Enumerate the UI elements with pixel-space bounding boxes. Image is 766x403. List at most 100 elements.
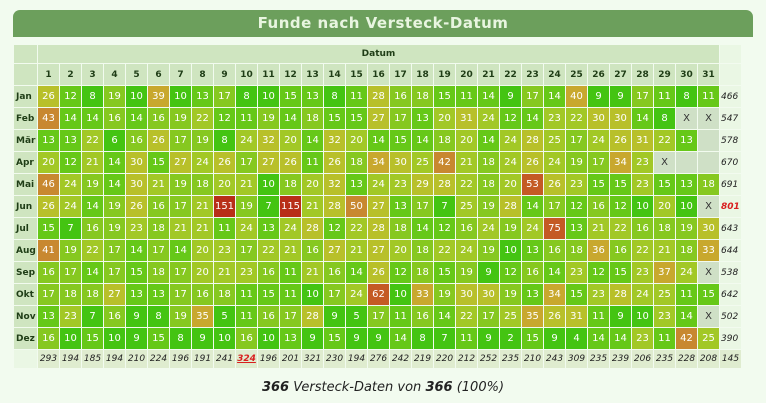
heatmap-cell[interactable]: 19 <box>455 261 478 284</box>
heatmap-cell[interactable]: 9 <box>477 327 500 350</box>
heatmap-cell[interactable]: 8 <box>81 85 104 108</box>
heatmap-cell[interactable]: 11 <box>279 261 302 284</box>
heatmap-cell[interactable]: 24 <box>59 195 82 218</box>
heatmap-cell[interactable]: 27 <box>169 151 192 174</box>
heatmap-cell[interactable]: 9 <box>587 85 610 108</box>
heatmap-cell[interactable]: 15 <box>609 173 632 196</box>
heatmap-cell[interactable]: 17 <box>411 195 434 218</box>
heatmap-cell[interactable]: 18 <box>675 239 698 262</box>
heatmap-cell[interactable]: 18 <box>433 129 456 152</box>
heatmap-cell[interactable]: 21 <box>191 195 214 218</box>
heatmap-cell[interactable]: 28 <box>609 283 632 306</box>
heatmap-cell[interactable]: 27 <box>103 283 126 306</box>
heatmap-cell[interactable]: 15 <box>125 261 148 284</box>
heatmap-cell[interactable]: 16 <box>521 261 544 284</box>
heatmap-cell[interactable]: 22 <box>609 217 632 240</box>
heatmap-cell[interactable]: 16 <box>235 327 258 350</box>
heatmap-cell[interactable]: 10 <box>301 283 324 306</box>
heatmap-cell[interactable]: 9 <box>499 85 522 108</box>
heatmap-cell[interactable]: 24 <box>59 173 82 196</box>
heatmap-cell[interactable]: 42 <box>675 327 698 350</box>
heatmap-cell[interactable]: 16 <box>37 261 60 284</box>
heatmap-cell[interactable]: 22 <box>433 239 456 262</box>
heatmap-cell[interactable]: 17 <box>169 195 192 218</box>
heatmap-cell[interactable]: 13 <box>301 85 324 108</box>
heatmap-cell[interactable]: 37 <box>653 261 676 284</box>
heatmap-cell[interactable]: 22 <box>81 239 104 262</box>
heatmap-cell[interactable]: 27 <box>323 239 346 262</box>
heatmap-cell[interactable]: 25 <box>543 129 566 152</box>
heatmap-cell[interactable]: 46 <box>37 173 60 196</box>
heatmap-cell[interactable]: 14 <box>103 173 126 196</box>
heatmap-cell[interactable]: 21 <box>81 151 104 174</box>
heatmap-cell[interactable]: 24 <box>675 261 698 284</box>
heatmap-cell[interactable]: 20 <box>455 129 478 152</box>
heatmap-cell[interactable]: 8 <box>169 327 192 350</box>
heatmap-cell[interactable]: 9 <box>543 327 566 350</box>
heatmap-cell[interactable]: 27 <box>367 195 390 218</box>
heatmap-cell[interactable]: 25 <box>411 151 434 174</box>
heatmap-cell[interactable]: 10 <box>257 173 280 196</box>
heatmap-cell[interactable]: 5 <box>345 305 368 328</box>
heatmap-cell[interactable]: 17 <box>235 239 258 262</box>
heatmap-cell[interactable]: 9 <box>345 327 368 350</box>
heatmap-cell[interactable]: 115 <box>279 195 302 218</box>
heatmap-cell[interactable]: 17 <box>103 261 126 284</box>
heatmap-cell[interactable]: 16 <box>587 195 610 218</box>
heatmap-cell[interactable]: 18 <box>411 239 434 262</box>
heatmap-cell[interactable]: 11 <box>587 305 610 328</box>
heatmap-cell[interactable]: 11 <box>653 327 676 350</box>
heatmap-cell[interactable]: 16 <box>301 239 324 262</box>
heatmap-cell[interactable]: 23 <box>631 151 654 174</box>
heatmap-cell[interactable]: 19 <box>257 107 280 130</box>
heatmap-cell[interactable]: 13 <box>257 217 280 240</box>
heatmap-cell[interactable]: 9 <box>323 305 346 328</box>
heatmap-cell[interactable]: 18 <box>345 151 368 174</box>
heatmap-cell[interactable]: 21 <box>191 217 214 240</box>
heatmap-cell[interactable]: 24 <box>521 217 544 240</box>
heatmap-cell[interactable]: 21 <box>169 217 192 240</box>
heatmap-cell[interactable]: 19 <box>169 305 192 328</box>
heatmap-cell[interactable]: 18 <box>411 85 434 108</box>
heatmap-cell[interactable]: 18 <box>477 151 500 174</box>
heatmap-cell[interactable]: 14 <box>81 261 104 284</box>
heatmap-cell[interactable]: 16 <box>257 261 280 284</box>
heatmap-cell[interactable]: 14 <box>631 107 654 130</box>
heatmap-cell[interactable]: 25 <box>653 283 676 306</box>
heatmap-cell[interactable]: 17 <box>147 239 170 262</box>
heatmap-cell[interactable]: 35 <box>521 305 544 328</box>
heatmap-cell[interactable]: 35 <box>191 305 214 328</box>
heatmap-cell[interactable]: 13 <box>37 129 60 152</box>
heatmap-cell[interactable]: 25 <box>499 305 522 328</box>
heatmap-cell[interactable]: 10 <box>169 85 192 108</box>
heatmap-cell[interactable]: 23 <box>565 173 588 196</box>
heatmap-cell[interactable]: 13 <box>521 239 544 262</box>
heatmap-cell[interactable]: 14 <box>103 151 126 174</box>
heatmap-cell[interactable]: 14 <box>675 305 698 328</box>
heatmap-cell[interactable]: 20 <box>37 151 60 174</box>
heatmap-cell[interactable]: 21 <box>301 261 324 284</box>
heatmap-cell[interactable]: 20 <box>499 173 522 196</box>
heatmap-cell[interactable]: 12 <box>609 195 632 218</box>
heatmap-cell[interactable]: 43 <box>37 107 60 130</box>
heatmap-cell[interactable]: 11 <box>653 85 676 108</box>
heatmap-cell[interactable]: 15 <box>697 283 720 306</box>
heatmap-cell[interactable]: 20 <box>191 239 214 262</box>
heatmap-cell[interactable]: 28 <box>433 173 456 196</box>
heatmap-cell[interactable]: 21 <box>147 173 170 196</box>
heatmap-cell[interactable]: 28 <box>367 85 390 108</box>
heatmap-cell[interactable]: 53 <box>521 173 544 196</box>
heatmap-cell[interactable]: 15 <box>257 283 280 306</box>
heatmap-cell[interactable]: 34 <box>609 151 632 174</box>
heatmap-cell[interactable]: 19 <box>565 151 588 174</box>
heatmap-cell[interactable]: 15 <box>323 107 346 130</box>
heatmap-cell[interactable]: 23 <box>125 217 148 240</box>
heatmap-cell[interactable]: 17 <box>389 107 412 130</box>
heatmap-cell[interactable]: 6 <box>103 129 126 152</box>
heatmap-cell[interactable]: 15 <box>147 151 170 174</box>
heatmap-cell[interactable]: 14 <box>543 85 566 108</box>
heatmap-cell[interactable]: 28 <box>301 217 324 240</box>
heatmap-cell[interactable]: 15 <box>279 85 302 108</box>
heatmap-cell[interactable]: 2 <box>499 327 522 350</box>
heatmap-cell[interactable]: 8 <box>147 305 170 328</box>
